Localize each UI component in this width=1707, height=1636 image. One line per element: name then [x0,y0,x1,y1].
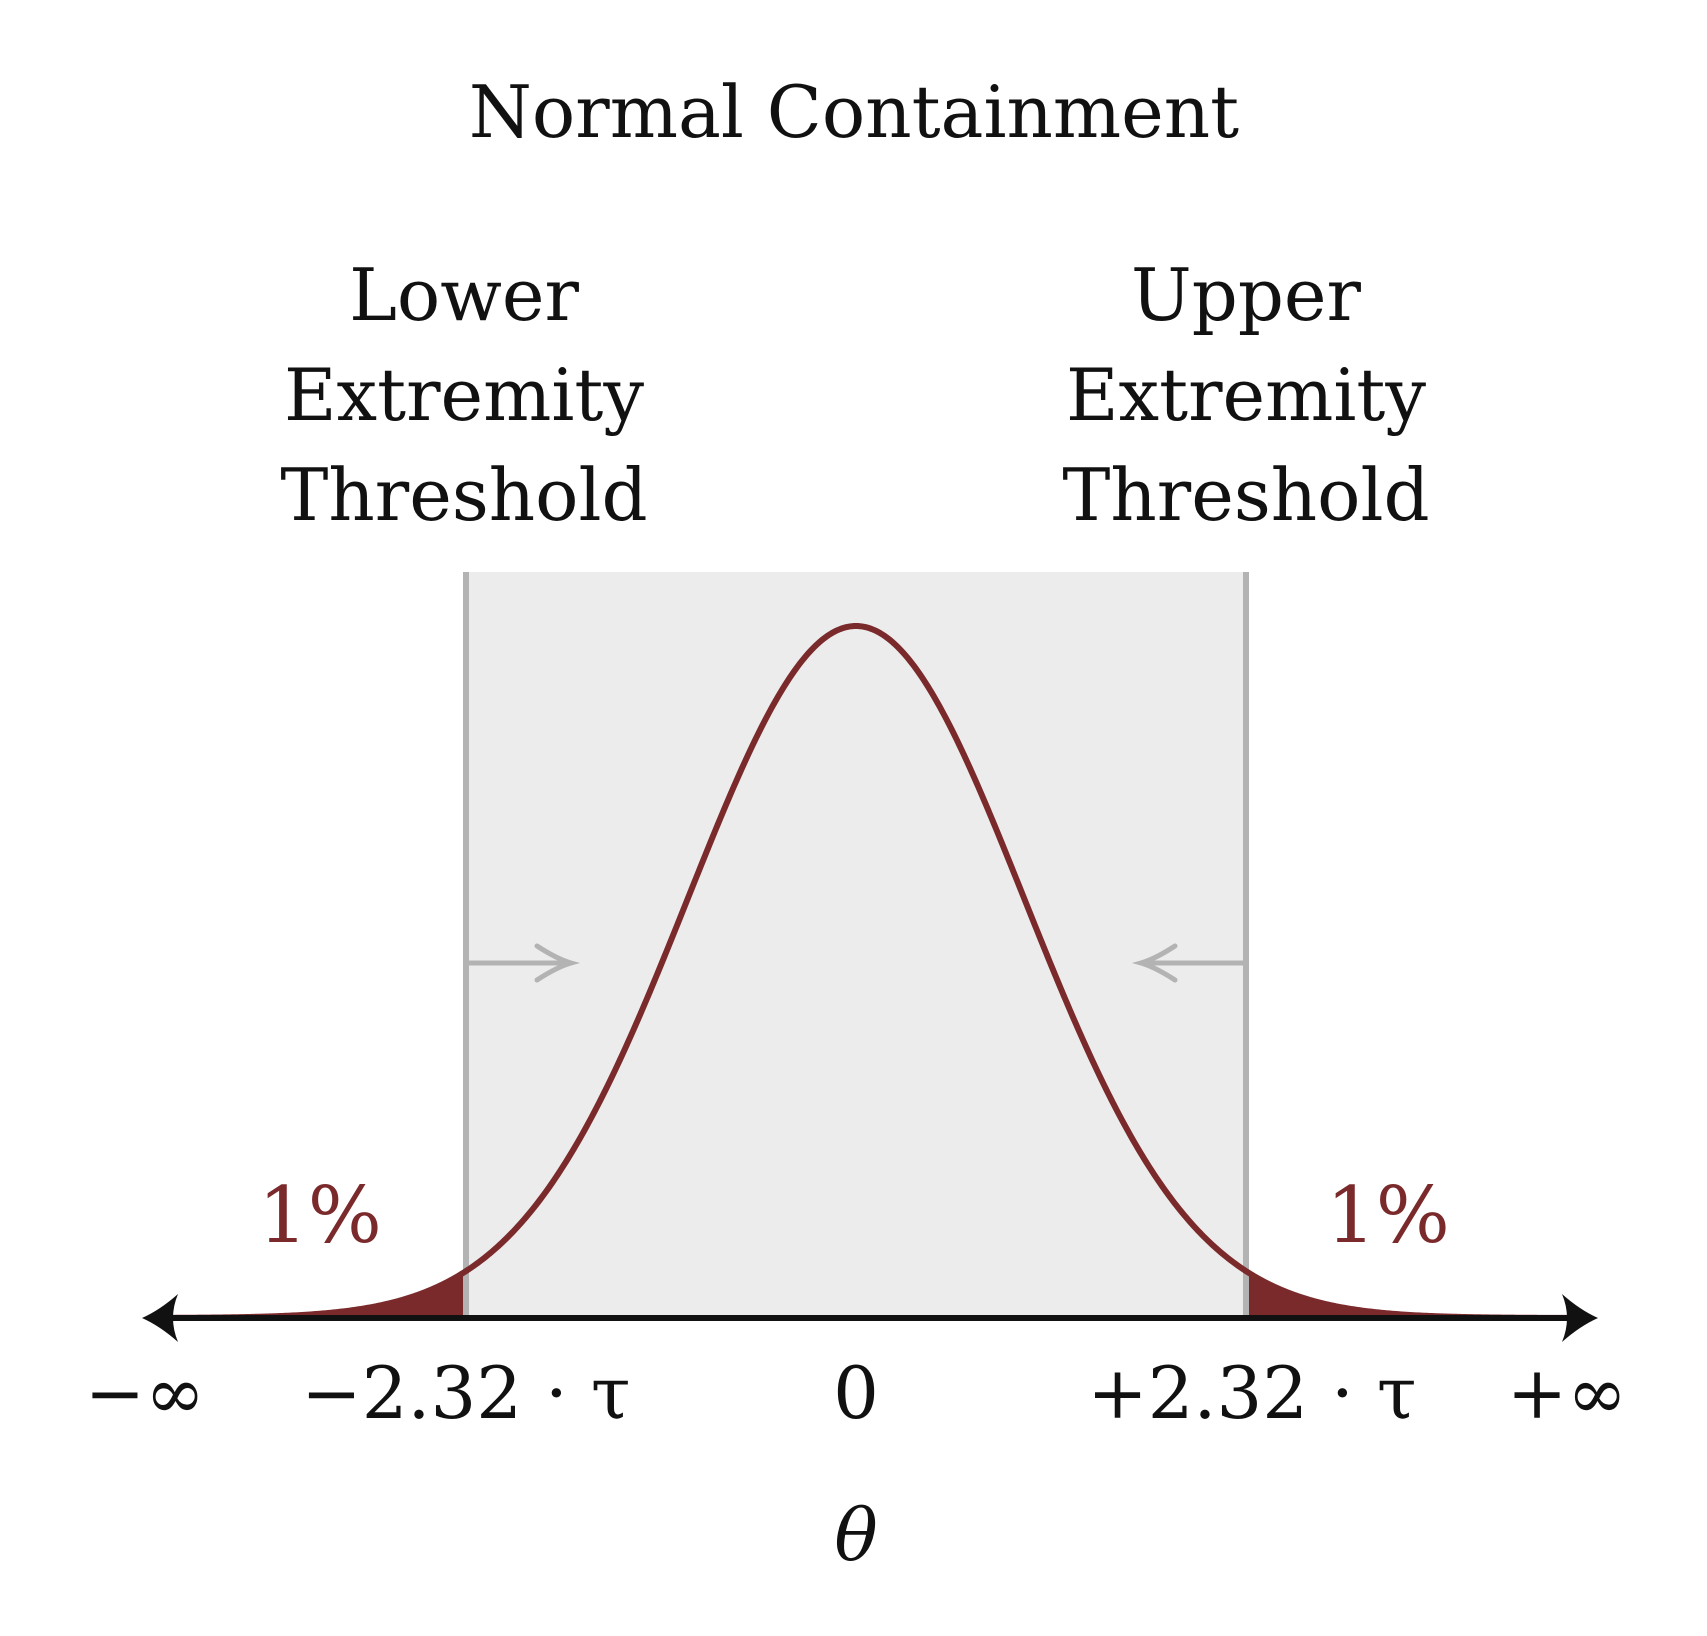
upper-threshold-label-line-3: Threshold [1062,453,1429,537]
upper-threshold-label-line-1: Upper [1131,253,1361,337]
upper-tail-percent: 1% [1326,1171,1450,1261]
axis-arrow-left-icon [142,1294,178,1342]
theta-axis [142,1294,1598,1342]
tick-upper-threshold: +2.32 · τ [1087,1351,1416,1435]
axis-label-theta: θ [834,1493,877,1577]
diagram-title: Normal Containment [469,70,1239,154]
axis-arrow-right-icon [1562,1294,1598,1342]
lower-threshold-label-line-3: Threshold [280,453,647,537]
lower-threshold-label-line-2: Extremity [284,353,644,437]
tick-lower-threshold: −2.32 · τ [301,1351,630,1435]
lower-threshold-label: Lower Extremity Threshold [280,253,647,537]
upper-threshold-arrow-left-icon [1131,943,1243,983]
tick-negative-infinity: −∞ [85,1351,205,1435]
tick-positive-infinity: +∞ [1507,1351,1627,1435]
upper-threshold-label-line-2: Extremity [1066,353,1426,437]
upper-threshold-label: Upper Extremity Threshold [1062,253,1429,537]
lower-tail-percent: 1% [258,1171,382,1261]
tick-zero: 0 [833,1351,879,1435]
normal-density-curve [149,622,1590,1321]
arrow-head [1131,943,1178,983]
containment-region [466,572,1246,1318]
lower-threshold-label-line-1: Lower [349,253,579,337]
lower-threshold-arrow-right-icon [469,943,581,983]
arrow-head [534,943,581,983]
